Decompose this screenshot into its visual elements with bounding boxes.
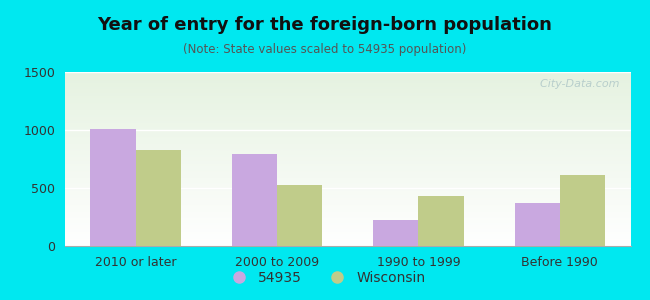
Bar (373, 220, 419, 246)
Bar (560, 175, 605, 246)
Bar (232, 154, 277, 246)
Text: (Note: State values scaled to 54935 population): (Note: State values scaled to 54935 popu… (183, 44, 467, 56)
Bar (515, 202, 560, 246)
Text: Year of entry for the foreign-born population: Year of entry for the foreign-born popul… (98, 16, 552, 34)
Bar (419, 196, 463, 246)
Bar (277, 184, 322, 246)
Bar (136, 150, 181, 246)
Text: City-Data.com: City-Data.com (533, 79, 619, 89)
Bar (90, 129, 136, 246)
Legend: 54935, Wisconsin: 54935, Wisconsin (219, 265, 431, 290)
